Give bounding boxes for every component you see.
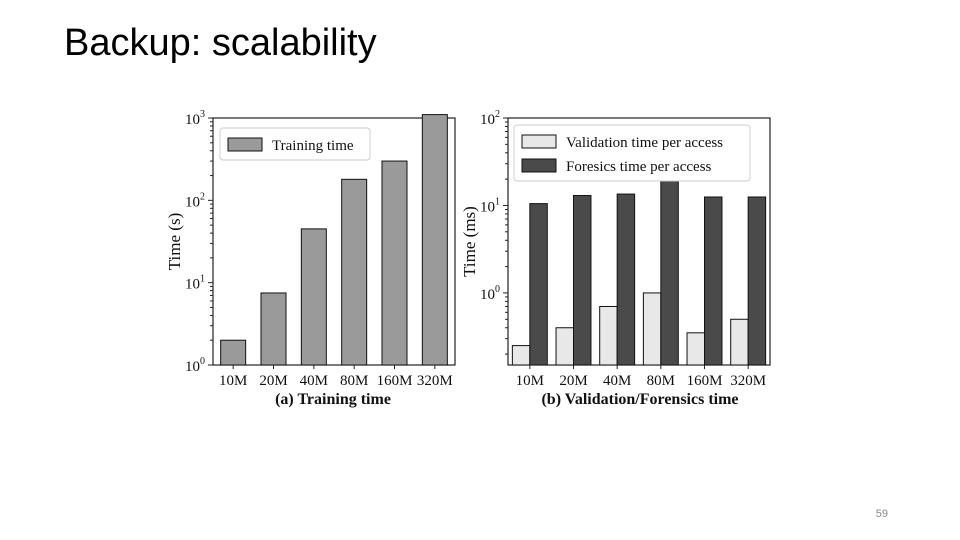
page-number: 59 [875, 508, 888, 520]
bar [730, 318, 749, 366]
y-tick-label: 101 [185, 274, 205, 293]
x-tick-label: 160M [377, 373, 413, 389]
bar [686, 332, 705, 366]
bar [555, 327, 574, 366]
y-tick-exponent: 1 [200, 274, 205, 285]
x-tick-label: 40M [300, 373, 328, 389]
y-tick-exponent: 2 [495, 109, 500, 120]
bar [341, 178, 368, 366]
y-tick-exponent: 0 [495, 284, 500, 295]
legend-swatch [521, 134, 557, 149]
bar [573, 195, 592, 366]
bar [421, 114, 448, 366]
bar [747, 196, 767, 366]
x-tick-label: 160M [687, 373, 723, 389]
y-axis-label: Time (ms) [460, 206, 479, 277]
chart-caption: (b) Validation/Forensics time [541, 391, 738, 408]
bar [220, 339, 247, 366]
y-tick-label: 102 [480, 109, 500, 128]
y-tick-label: 102 [185, 191, 205, 210]
legend-swatch [227, 137, 263, 152]
legend-label: Foresics time per access [566, 159, 712, 175]
legend-label: Training time [272, 138, 354, 154]
x-tick-label: 320M [417, 373, 453, 389]
x-tick-label: 20M [559, 373, 587, 389]
legend-swatch [521, 158, 557, 173]
slide-title: Backup: scalability [64, 22, 377, 64]
legend-box [219, 127, 371, 161]
plot-frame [507, 117, 771, 366]
x-tick-label: 20M [259, 373, 287, 389]
legend-label: Validation time per access [566, 135, 723, 151]
x-tick-label: 10M [516, 373, 544, 389]
x-tick-label: 40M [603, 373, 631, 389]
bar [300, 228, 327, 366]
bar [642, 292, 662, 366]
bar [616, 193, 636, 366]
y-tick-label: 103 [185, 109, 205, 128]
x-tick-label: 320M [730, 373, 766, 389]
y-axis-label: Time (s) [165, 213, 184, 270]
x-tick-label: 10M [219, 373, 247, 389]
y-tick-label: 101 [480, 196, 500, 215]
bar [704, 196, 723, 366]
bar [511, 345, 531, 366]
chart-caption: (a) Training time [275, 391, 391, 408]
bar [599, 305, 618, 366]
y-tick-label: 100 [185, 356, 205, 375]
y-tick-label: 100 [480, 284, 500, 303]
y-tick-exponent: 2 [200, 191, 205, 202]
y-tick-exponent: 3 [200, 109, 205, 120]
y-tick-exponent: 1 [495, 196, 500, 207]
bar [260, 292, 287, 366]
bar [660, 180, 679, 366]
bar [381, 160, 408, 366]
x-tick-label: 80M [340, 373, 368, 389]
legend-box [513, 124, 751, 182]
bar [529, 203, 548, 366]
x-tick-label: 80M [647, 373, 675, 389]
y-tick-exponent: 0 [200, 356, 205, 367]
plot-frame [212, 117, 456, 366]
